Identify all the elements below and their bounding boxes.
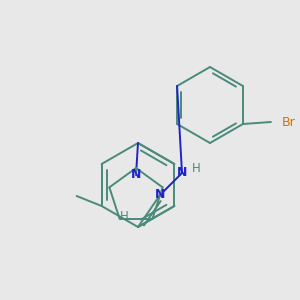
Text: Br: Br (282, 116, 296, 128)
Text: N: N (177, 167, 187, 179)
Text: H: H (192, 161, 200, 175)
Text: N: N (131, 169, 141, 182)
Text: H: H (120, 211, 128, 224)
Text: N: N (155, 188, 165, 202)
